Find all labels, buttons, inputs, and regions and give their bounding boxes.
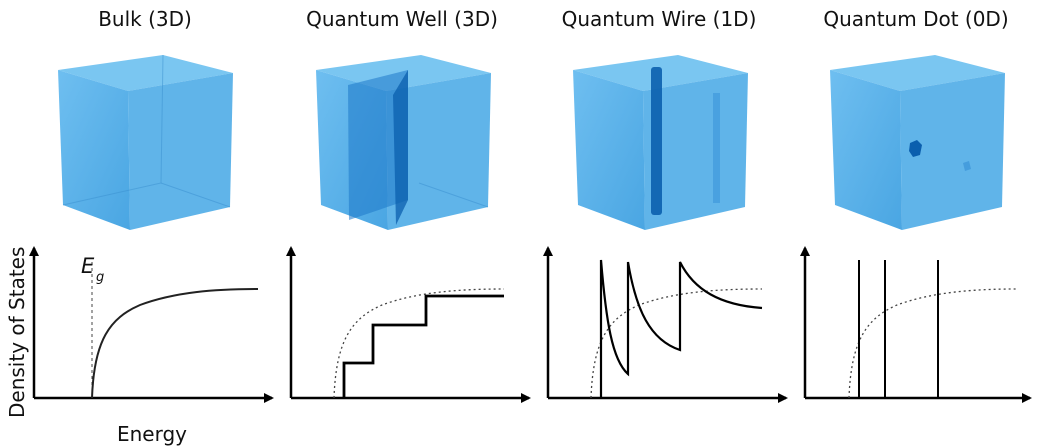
cube-side-face — [128, 73, 233, 230]
y-axis-label: Density of States — [5, 247, 29, 418]
cube-inner-edge — [160, 182, 231, 208]
panel-title-quantum-wire: Quantum Wire (1D) — [562, 7, 757, 31]
quantum-wire-rod-shadow — [713, 93, 720, 203]
dos-graph-quantum-wire — [543, 246, 788, 403]
dos-step-function — [342, 294, 504, 398]
panel-title-quantum-dot: Quantum Dot (0D) — [823, 7, 1008, 31]
cube-inner-edge — [418, 182, 489, 208]
cube-side-face — [386, 73, 491, 230]
band-gap-label: E — [81, 254, 95, 278]
cube-quantum-wire — [573, 55, 748, 230]
cube-front-face — [58, 70, 130, 230]
quantum-wire-rod — [651, 67, 662, 215]
cube-quantum-dot — [830, 55, 1005, 230]
cube-quantum-well — [316, 55, 491, 230]
cube-bulk — [58, 54, 233, 230]
quantum-well-slab — [348, 70, 408, 220]
panel-title-quantum-well: Quantum Well (3D) — [306, 7, 498, 31]
panel-title-bulk: Bulk (3D) — [98, 7, 192, 31]
cube-side-face — [643, 73, 748, 230]
bulk-reference-curve — [848, 288, 1017, 399]
dos-graph-quantum-well — [286, 246, 531, 403]
dos-graph-bulk: E g — [29, 246, 274, 403]
bulk-reference-curve — [590, 288, 763, 399]
x-axis-label: Energy — [117, 422, 187, 446]
cube-top-face — [58, 55, 233, 91]
dos-graph-quantum-dot — [800, 246, 1032, 403]
quantum-dot — [909, 140, 922, 157]
quantum-dot-shadow — [963, 161, 971, 171]
band-gap-subscript: g — [96, 270, 104, 285]
cube-front-face — [830, 70, 902, 230]
dos-peaks-1d — [599, 259, 763, 398]
quantum-well-slab-face — [393, 70, 408, 225]
cube-side-face — [900, 73, 1005, 230]
bulk-reference-curve — [333, 288, 505, 399]
cube-top-face — [830, 55, 1005, 91]
cube-front-face — [573, 70, 645, 230]
dos-curve-sqrt — [91, 288, 259, 399]
